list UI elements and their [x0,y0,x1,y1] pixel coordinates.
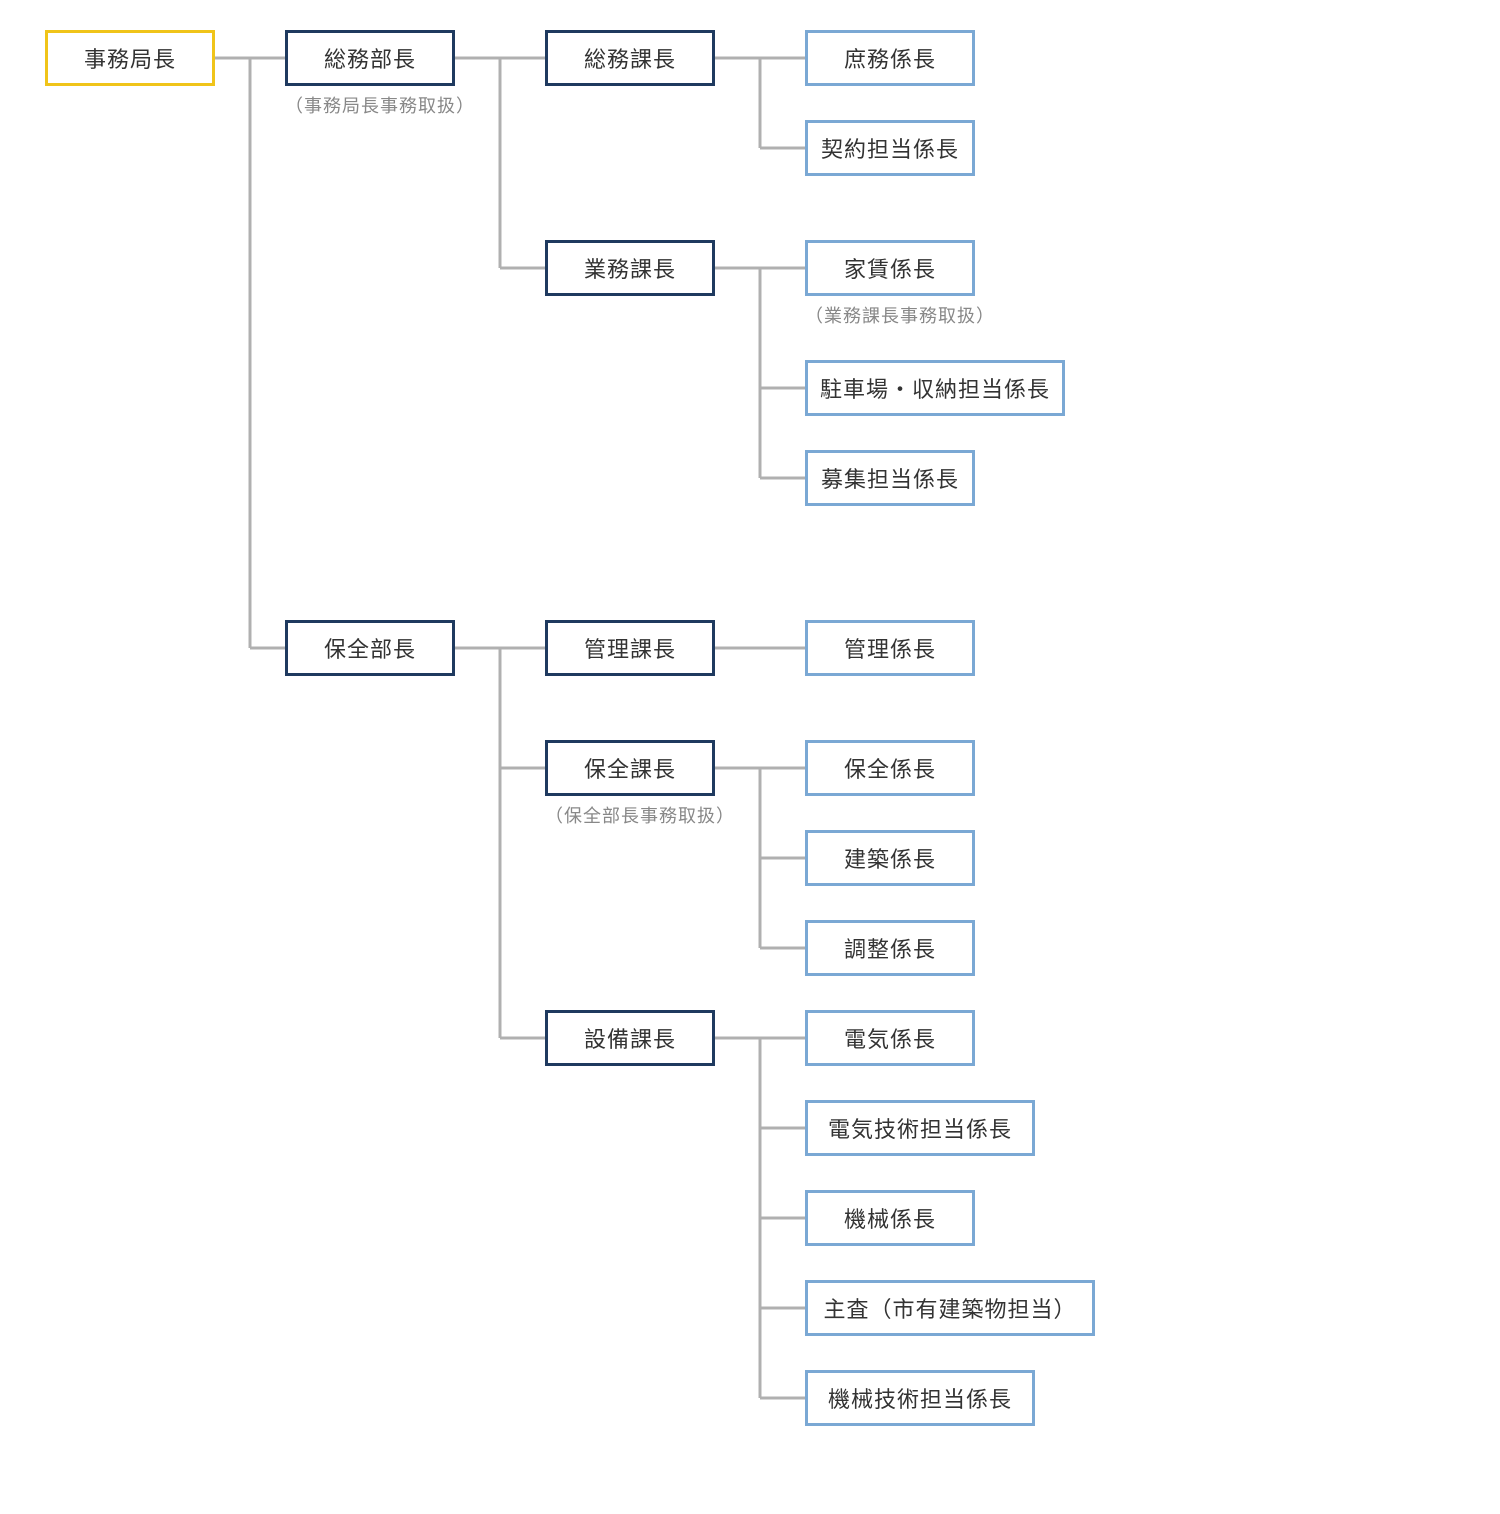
node-l5: 募集担当係長 [805,450,975,506]
node-l9: 調整係長 [805,920,975,976]
node-l11: 電気技術担当係長 [805,1100,1035,1156]
node-l8: 建築係長 [805,830,975,886]
node-sec4: 保全課長 [545,740,715,796]
node-sec3: 管理課長 [545,620,715,676]
node-l4: 駐車場・収納担当係長 [805,360,1065,416]
node-l7: 保全係長 [805,740,975,796]
node-l6: 管理係長 [805,620,975,676]
node-sec2: 業務課長 [545,240,715,296]
node-root: 事務局長 [45,30,215,86]
org-chart: 事務局長 総務部長 （事務局長事務取扱） 保全部長 総務課長業務課長管理課長保全課長 （保… [0,0,1500,1514]
subtitle-l3: （業務課長事務取扱） [805,302,995,328]
subtitle-sec4: （保全部長事務取扱） [545,802,735,828]
node-dept1: 総務部長 [285,30,455,86]
node-sec5: 設備課長 [545,1010,715,1066]
node-l3: 家賃係長 [805,240,975,296]
node-l10: 電気係長 [805,1010,975,1066]
subtitle-dept1: （事務局長事務取扱） [285,92,475,118]
node-l13: 主査（市有建築物担当） [805,1280,1095,1336]
node-l2: 契約担当係長 [805,120,975,176]
connector-lines [0,0,1500,1514]
node-dept2: 保全部長 [285,620,455,676]
node-sec1: 総務課長 [545,30,715,86]
node-l12: 機械係長 [805,1190,975,1246]
node-l14: 機械技術担当係長 [805,1370,1035,1426]
node-l1: 庶務係長 [805,30,975,86]
